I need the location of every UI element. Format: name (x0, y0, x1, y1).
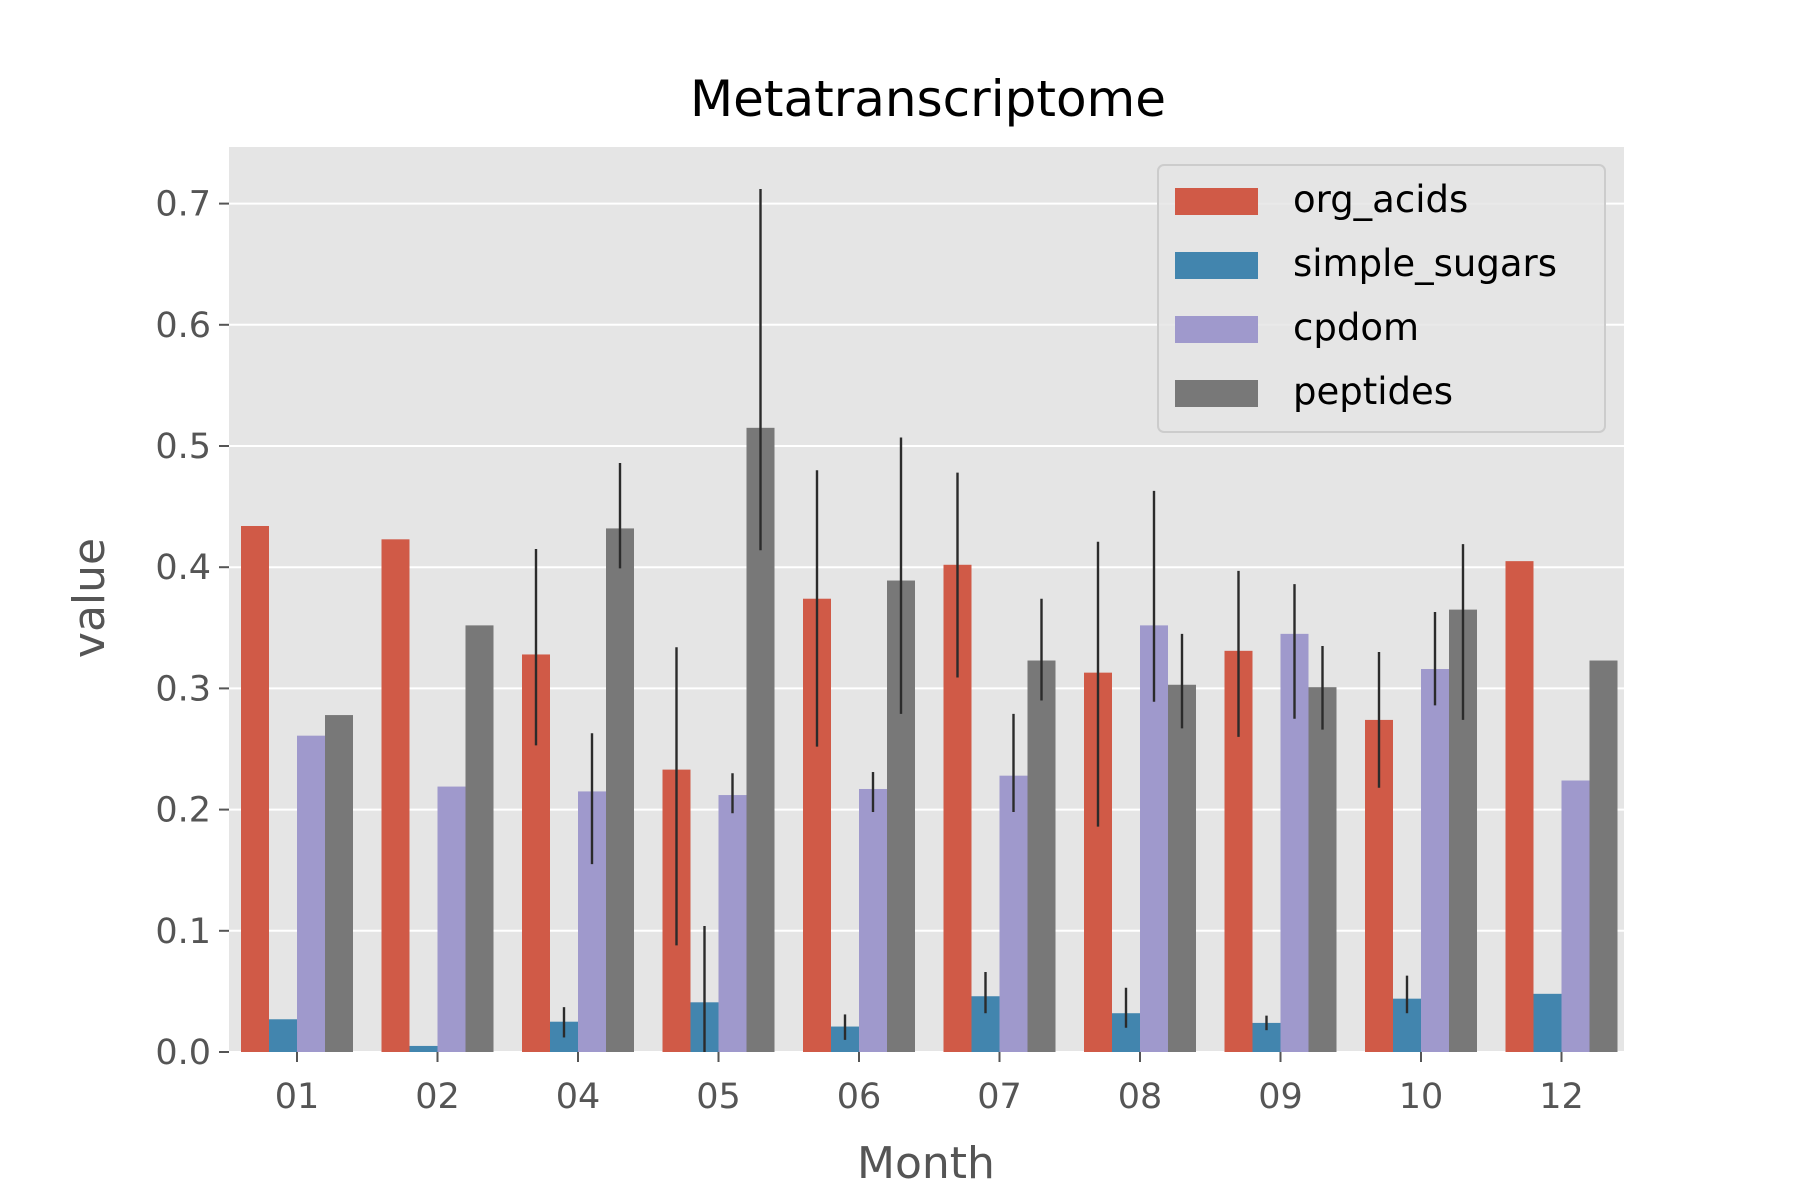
x-tick-label: 12 (1539, 1077, 1584, 1117)
bar-cpdom (1421, 669, 1449, 1052)
bar-cpdom (999, 775, 1028, 1052)
x-tick-label: 02 (415, 1077, 460, 1117)
legend-swatch-simple_sugars (1175, 252, 1258, 279)
legend-label-peptides: peptides (1293, 370, 1453, 413)
legend-label-simple_sugars: simple_sugars (1293, 242, 1557, 285)
bar-simple_sugars (1533, 993, 1562, 1052)
x-tick-label: 04 (556, 1077, 601, 1117)
x-tick-label: 07 (977, 1077, 1022, 1117)
y-axis: 0.0 0.1 0.2 0.3 0.4 0.5 0.6 0.7 (155, 185, 229, 1073)
chart-title: Metatranscriptome (690, 70, 1166, 128)
x-tick-label: 01 (275, 1077, 320, 1117)
legend-label-org_acids: org_acids (1293, 178, 1468, 221)
y-axis-label: value (64, 538, 115, 658)
y-tick-label: 0.7 (155, 185, 211, 225)
x-tick-label: 05 (696, 1077, 741, 1117)
x-tick-label: 08 (1118, 1077, 1163, 1117)
x-tick-label: 10 (1399, 1077, 1444, 1117)
y-tick-label: 0.4 (155, 548, 211, 588)
bar-peptides (465, 625, 494, 1052)
y-tick-label: 0.2 (155, 791, 211, 831)
y-tick-label: 0.0 (155, 1033, 211, 1073)
error-bars (534, 189, 1465, 1052)
bar-peptides (1589, 660, 1618, 1052)
bar-cpdom (437, 786, 466, 1052)
bar-cpdom (859, 788, 887, 1052)
bar-peptides (1027, 660, 1056, 1052)
bar-cpdom (297, 735, 325, 1052)
y-tick-label: 0.3 (155, 669, 211, 709)
y-tick-label: 0.1 (155, 912, 211, 952)
bar-simple_sugars (269, 1019, 297, 1052)
x-axis: 01 02 04 05 06 07 08 09 10 12 (275, 1052, 1584, 1117)
legend-swatch-cpdom (1175, 316, 1258, 343)
bar-peptides (606, 528, 634, 1052)
legend-label-cpdom: cpdom (1293, 306, 1419, 349)
bar-org_acids (1505, 561, 1534, 1052)
bar-peptides (1308, 687, 1337, 1052)
legend-swatch-peptides (1175, 380, 1258, 407)
x-tick-label: 09 (1258, 1077, 1303, 1117)
x-tick-label: 06 (837, 1077, 882, 1117)
x-axis-label: Month (857, 1138, 995, 1189)
legend-swatch-org_acids (1175, 188, 1258, 215)
bar-peptides (325, 715, 353, 1052)
bars (241, 427, 1618, 1052)
bar-cpdom (718, 795, 747, 1052)
legend-frame (1157, 164, 1606, 433)
bar-org_acids (381, 539, 410, 1052)
y-tick-label: 0.6 (155, 306, 211, 346)
bar-org_acids (241, 525, 269, 1052)
y-tick-label: 0.5 (155, 427, 211, 467)
bar-cpdom (1561, 780, 1590, 1052)
bar-simple_sugars (409, 1045, 438, 1052)
bar-peptides (1168, 684, 1196, 1052)
